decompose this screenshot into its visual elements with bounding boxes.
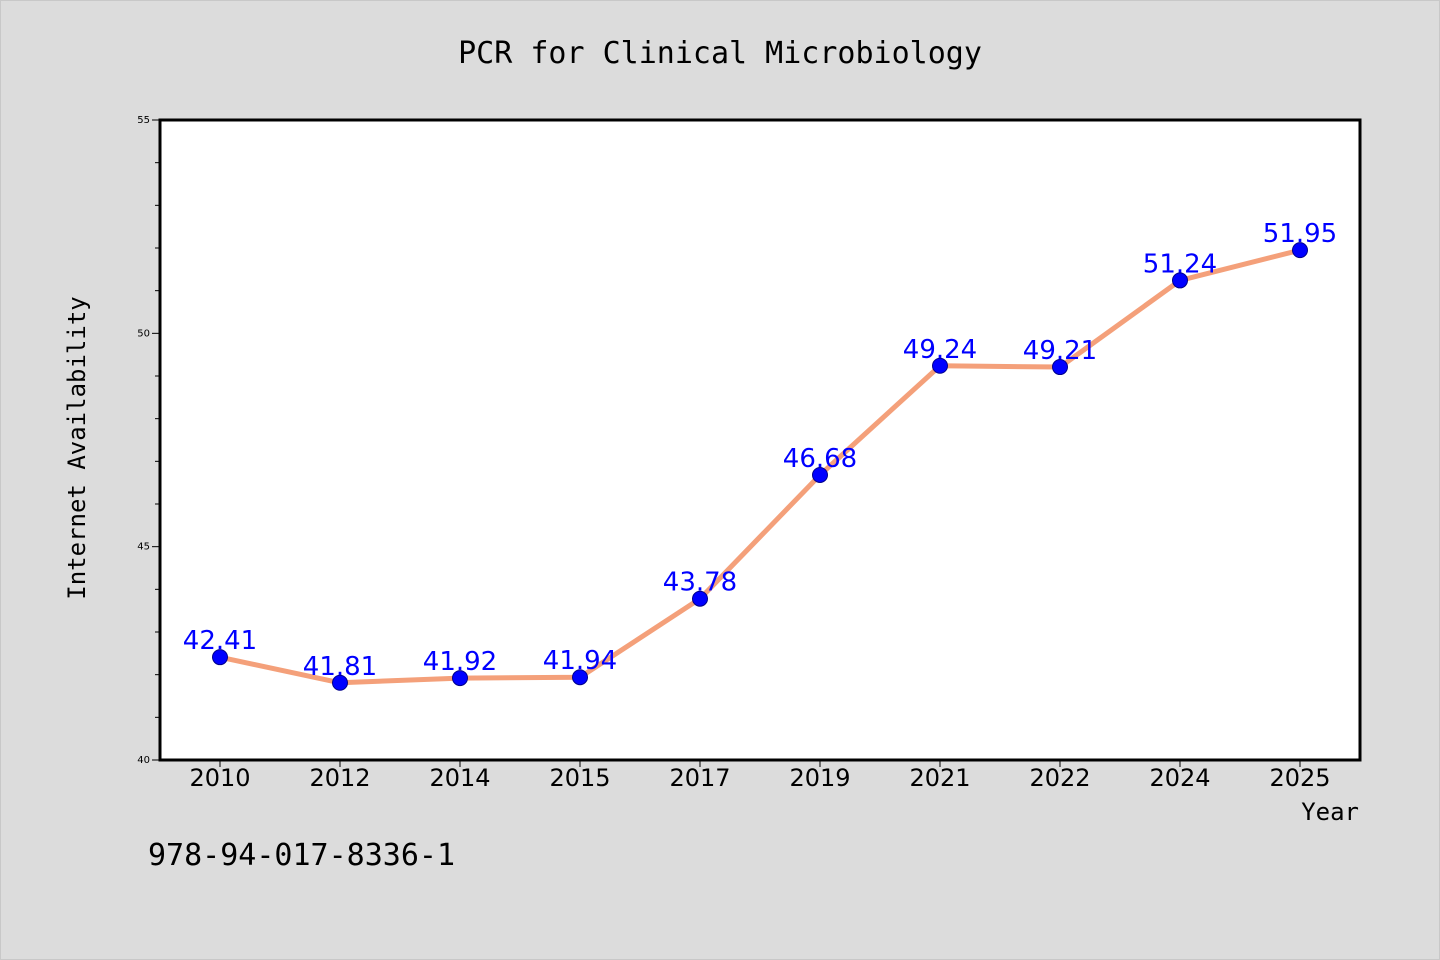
x-tick-label: 2019 bbox=[789, 764, 850, 792]
y-tick-label: 40 bbox=[137, 755, 150, 766]
x-tick-label: 2014 bbox=[429, 764, 490, 792]
data-label: 42.41 bbox=[183, 626, 257, 656]
data-label: 49.24 bbox=[903, 335, 977, 365]
data-point bbox=[1172, 272, 1188, 289]
y-axis-ticks: 40 45 50 55 bbox=[137, 115, 160, 766]
data-label: 46.68 bbox=[783, 444, 857, 474]
isbn-footnote: 978-94-017-8336-1 bbox=[148, 838, 455, 873]
data-point bbox=[212, 649, 228, 666]
data-point bbox=[812, 466, 828, 483]
x-tick-label: 2024 bbox=[1149, 764, 1210, 792]
x-axis-label: Year bbox=[1301, 798, 1359, 826]
data-label: 49.21 bbox=[1023, 336, 1097, 366]
data-label: 51.24 bbox=[1143, 249, 1217, 279]
data-point bbox=[572, 669, 588, 686]
data-label: 41.81 bbox=[303, 652, 377, 682]
data-point bbox=[692, 590, 708, 607]
data-point bbox=[332, 674, 348, 691]
data-point bbox=[1052, 359, 1068, 376]
data-label: 41.94 bbox=[543, 646, 617, 676]
series-layer: 42.41 41.81 41.92 41.94 43.78 46.68 49.24 49.21… bbox=[183, 219, 1337, 691]
x-tick-label: 2022 bbox=[1029, 764, 1090, 792]
plot-border bbox=[158, 118, 1362, 762]
data-point bbox=[1292, 242, 1308, 259]
x-tick-label: 2025 bbox=[1269, 764, 1330, 792]
x-axis-ticks: 2010 2012 2014 2015 2017 2019 2021 2022 2024 2025 bbox=[189, 760, 1331, 792]
data-label: 51.95 bbox=[1263, 219, 1337, 249]
x-tick-label: 2017 bbox=[669, 764, 730, 792]
chart-title: PCR for Clinical Microbiology bbox=[458, 36, 982, 71]
x-tick-label: 2012 bbox=[309, 764, 370, 792]
y-tick-label: 55 bbox=[137, 115, 150, 126]
data-point bbox=[452, 670, 468, 687]
x-tick-label: 2021 bbox=[909, 764, 970, 792]
x-tick-label: 2015 bbox=[549, 764, 610, 792]
y-axis-label: Internet Availability bbox=[63, 296, 91, 599]
data-label: 41.92 bbox=[423, 647, 497, 677]
y-tick-label: 45 bbox=[137, 542, 150, 553]
plot-area bbox=[160, 120, 1360, 760]
y-tick-label: 50 bbox=[137, 328, 150, 339]
series-line bbox=[217, 247, 1303, 686]
x-tick-label: 2010 bbox=[189, 764, 250, 792]
data-point bbox=[932, 357, 948, 374]
data-label: 43.78 bbox=[663, 568, 737, 598]
